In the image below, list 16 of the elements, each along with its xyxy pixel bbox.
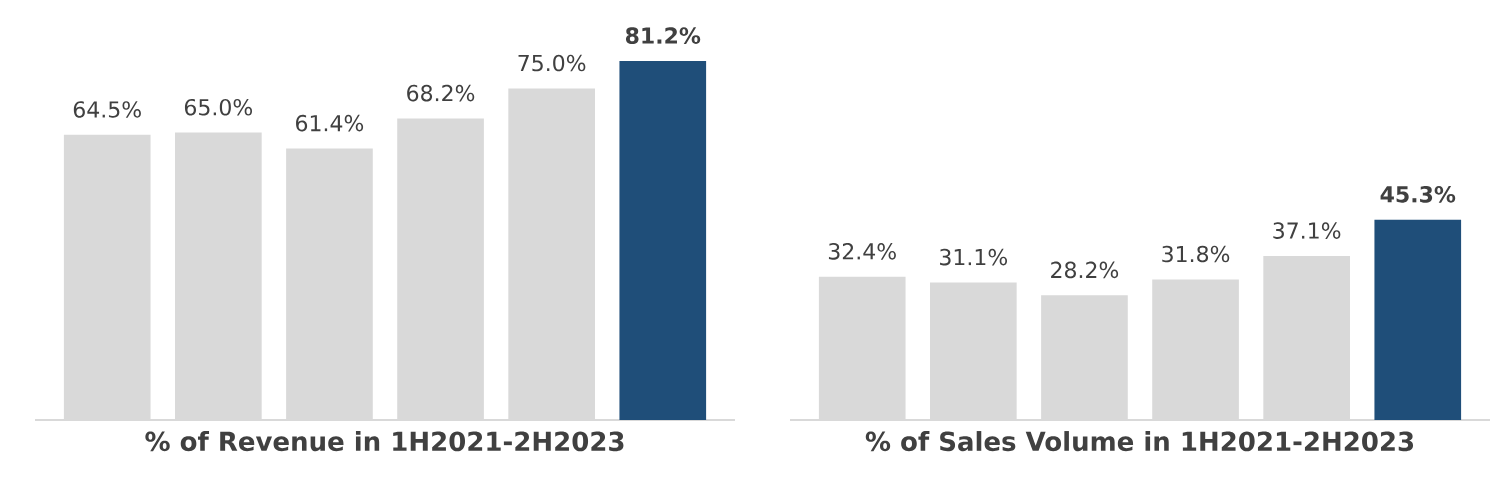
data-label: 28.2%: [1051, 261, 1119, 279]
data-label: 32.4%: [828, 243, 896, 260]
data-label: 75.0%: [518, 54, 586, 72]
x-axis-title: % of Sales Volume in 1H2021-2H2023: [865, 431, 1414, 452]
data-label: 64.5%: [73, 101, 141, 118]
bar: [619, 60, 707, 420]
data-label: 81.2%: [625, 27, 701, 44]
bar: [1374, 219, 1462, 420]
data-label: 68.2%: [407, 84, 475, 102]
data-label: 45.3%: [1380, 186, 1456, 203]
data-label: 65.0%: [184, 98, 253, 116]
x-axis-title: % of Revenue in 1H2021-2H2023: [145, 431, 624, 452]
data-label: 31.1%: [940, 248, 1008, 266]
data-label: 37.1%: [1273, 222, 1341, 239]
data-label: 61.4%: [296, 114, 364, 132]
data-label: 31.8%: [1162, 245, 1230, 263]
